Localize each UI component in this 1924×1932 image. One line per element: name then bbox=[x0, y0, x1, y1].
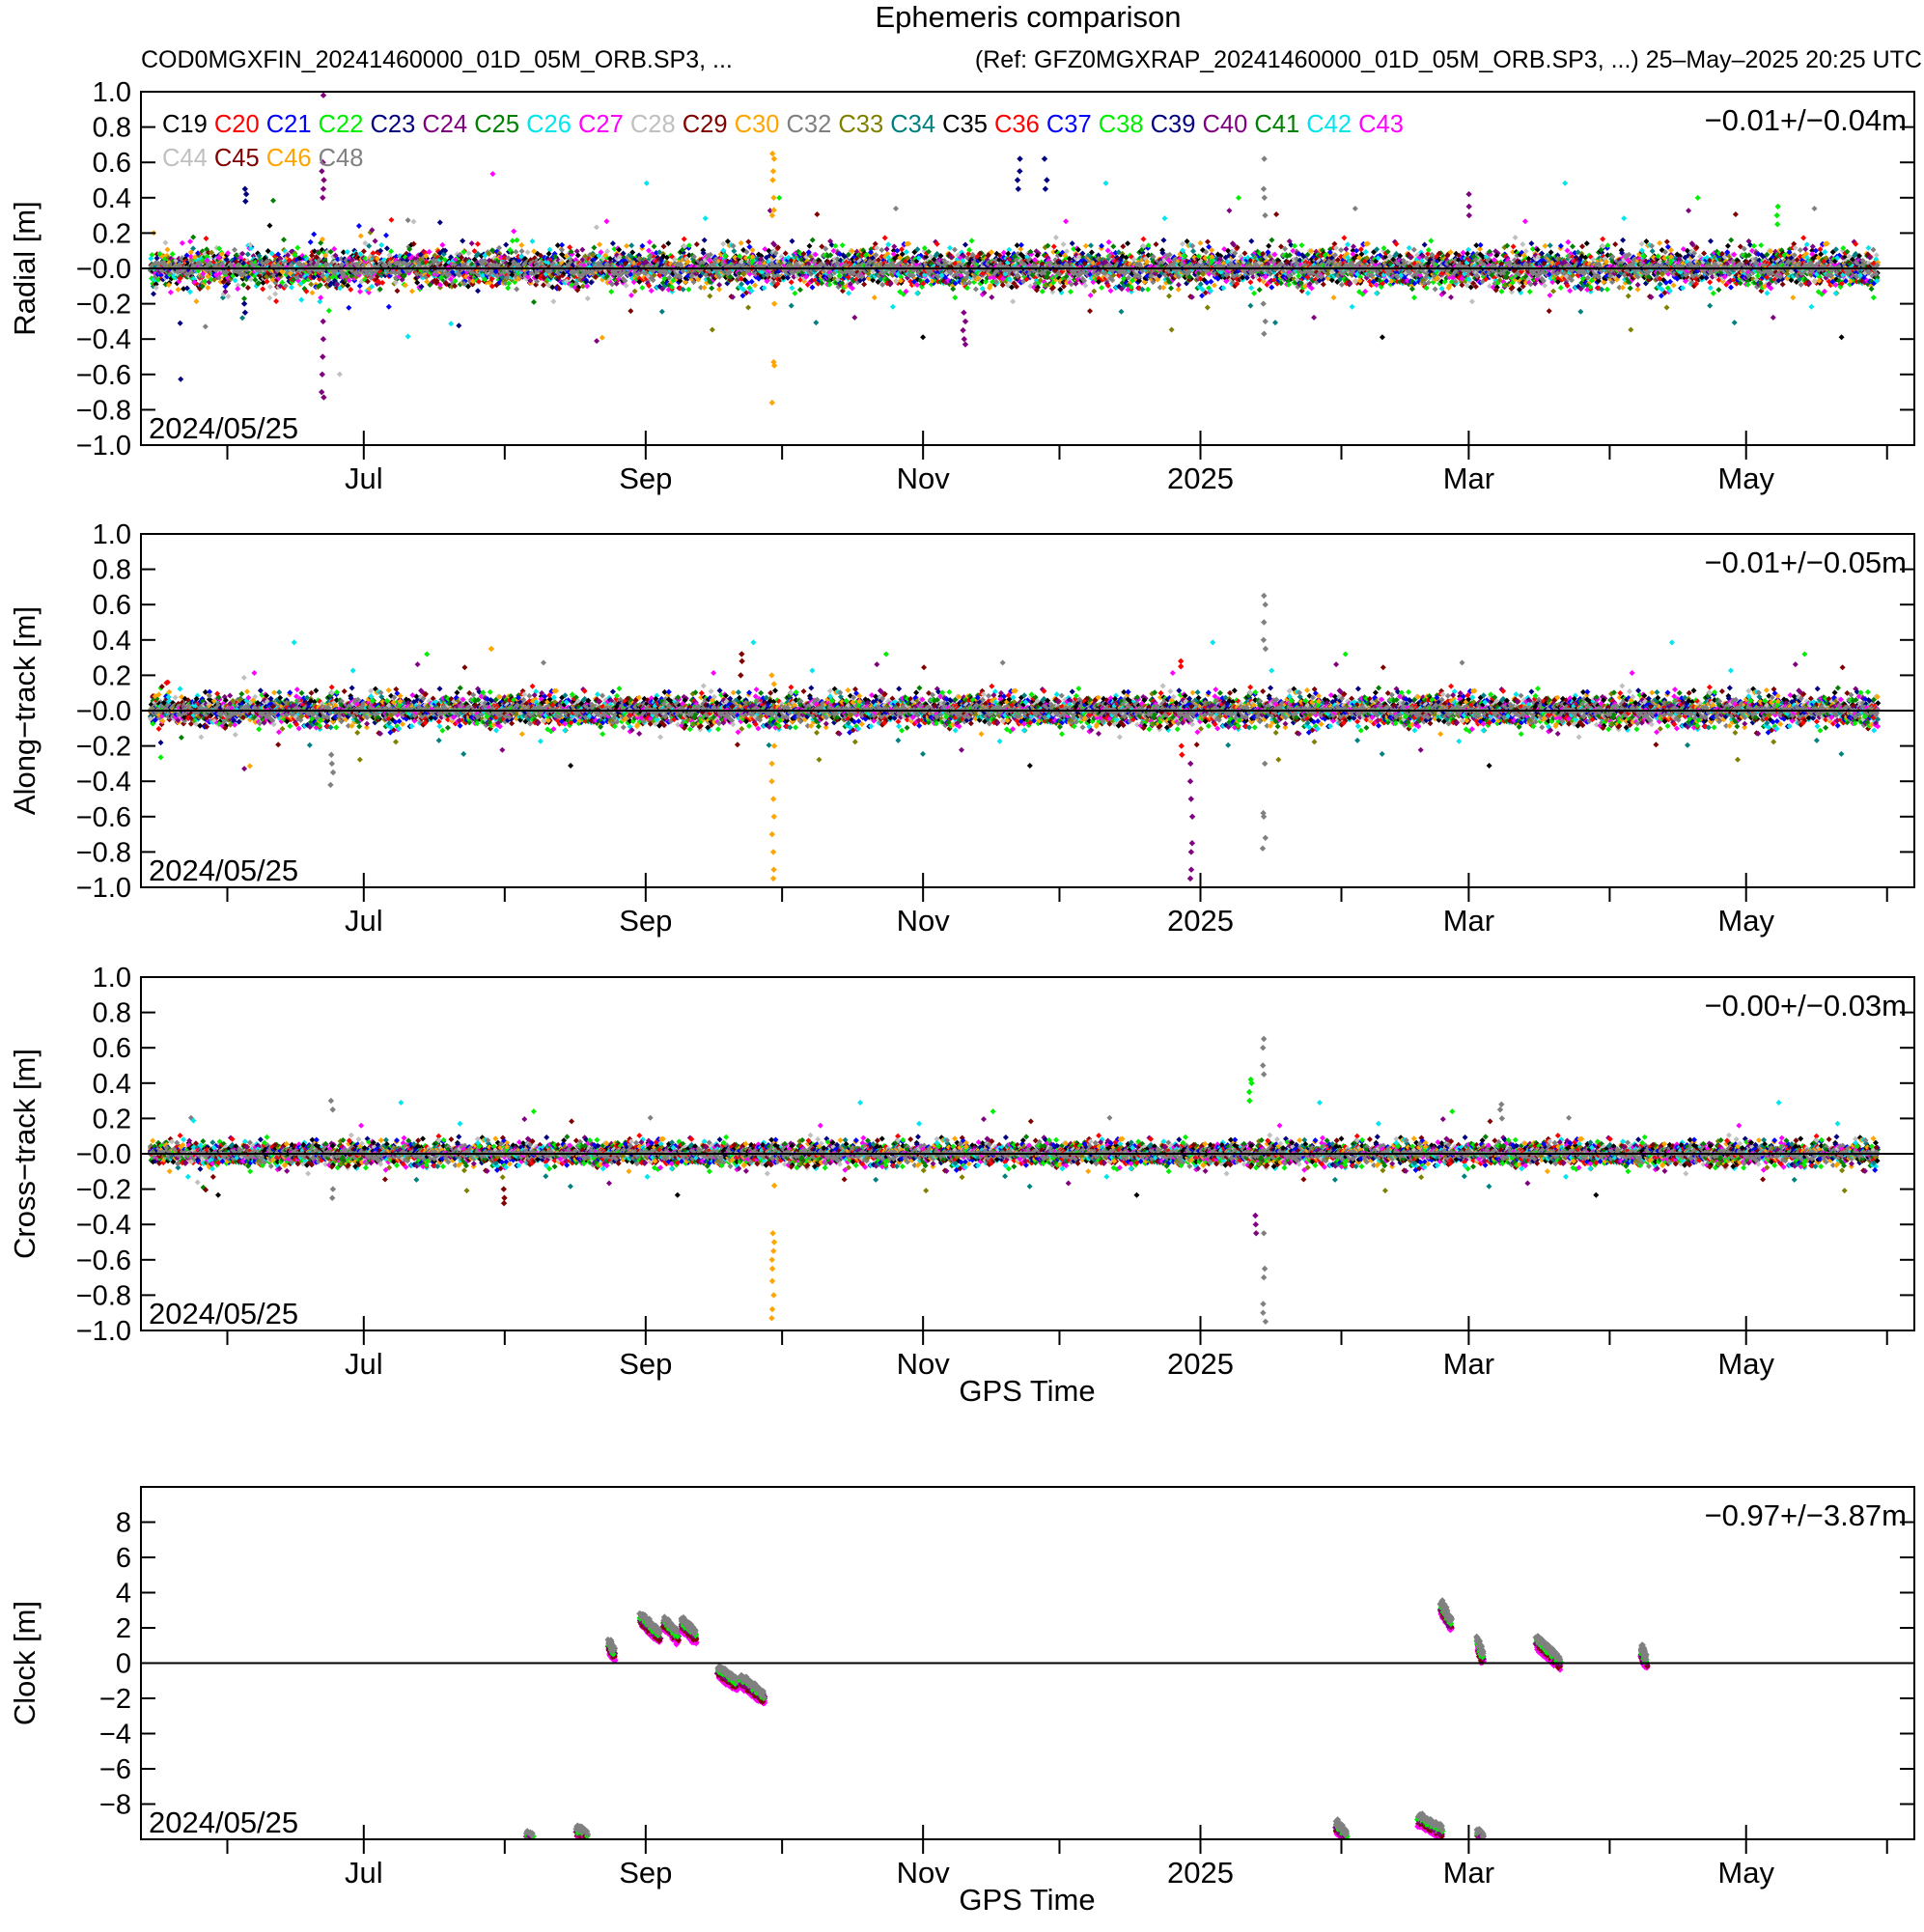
panel-radial: 1.00.80.60.40.2−0.0−0.2−0.4−0.6−0.8−1.0J… bbox=[8, 77, 1914, 495]
figure-title: Ephemeris comparison bbox=[0, 0, 1924, 35]
figure-subtitle-right: (Ref: GFZ0MGXRAP_20241460000_01D_05M_ORB… bbox=[975, 46, 1922, 74]
figure-subtitle-left: COD0MGXFIN_20241460000_01D_05M_ORB.SP3, … bbox=[141, 46, 733, 74]
